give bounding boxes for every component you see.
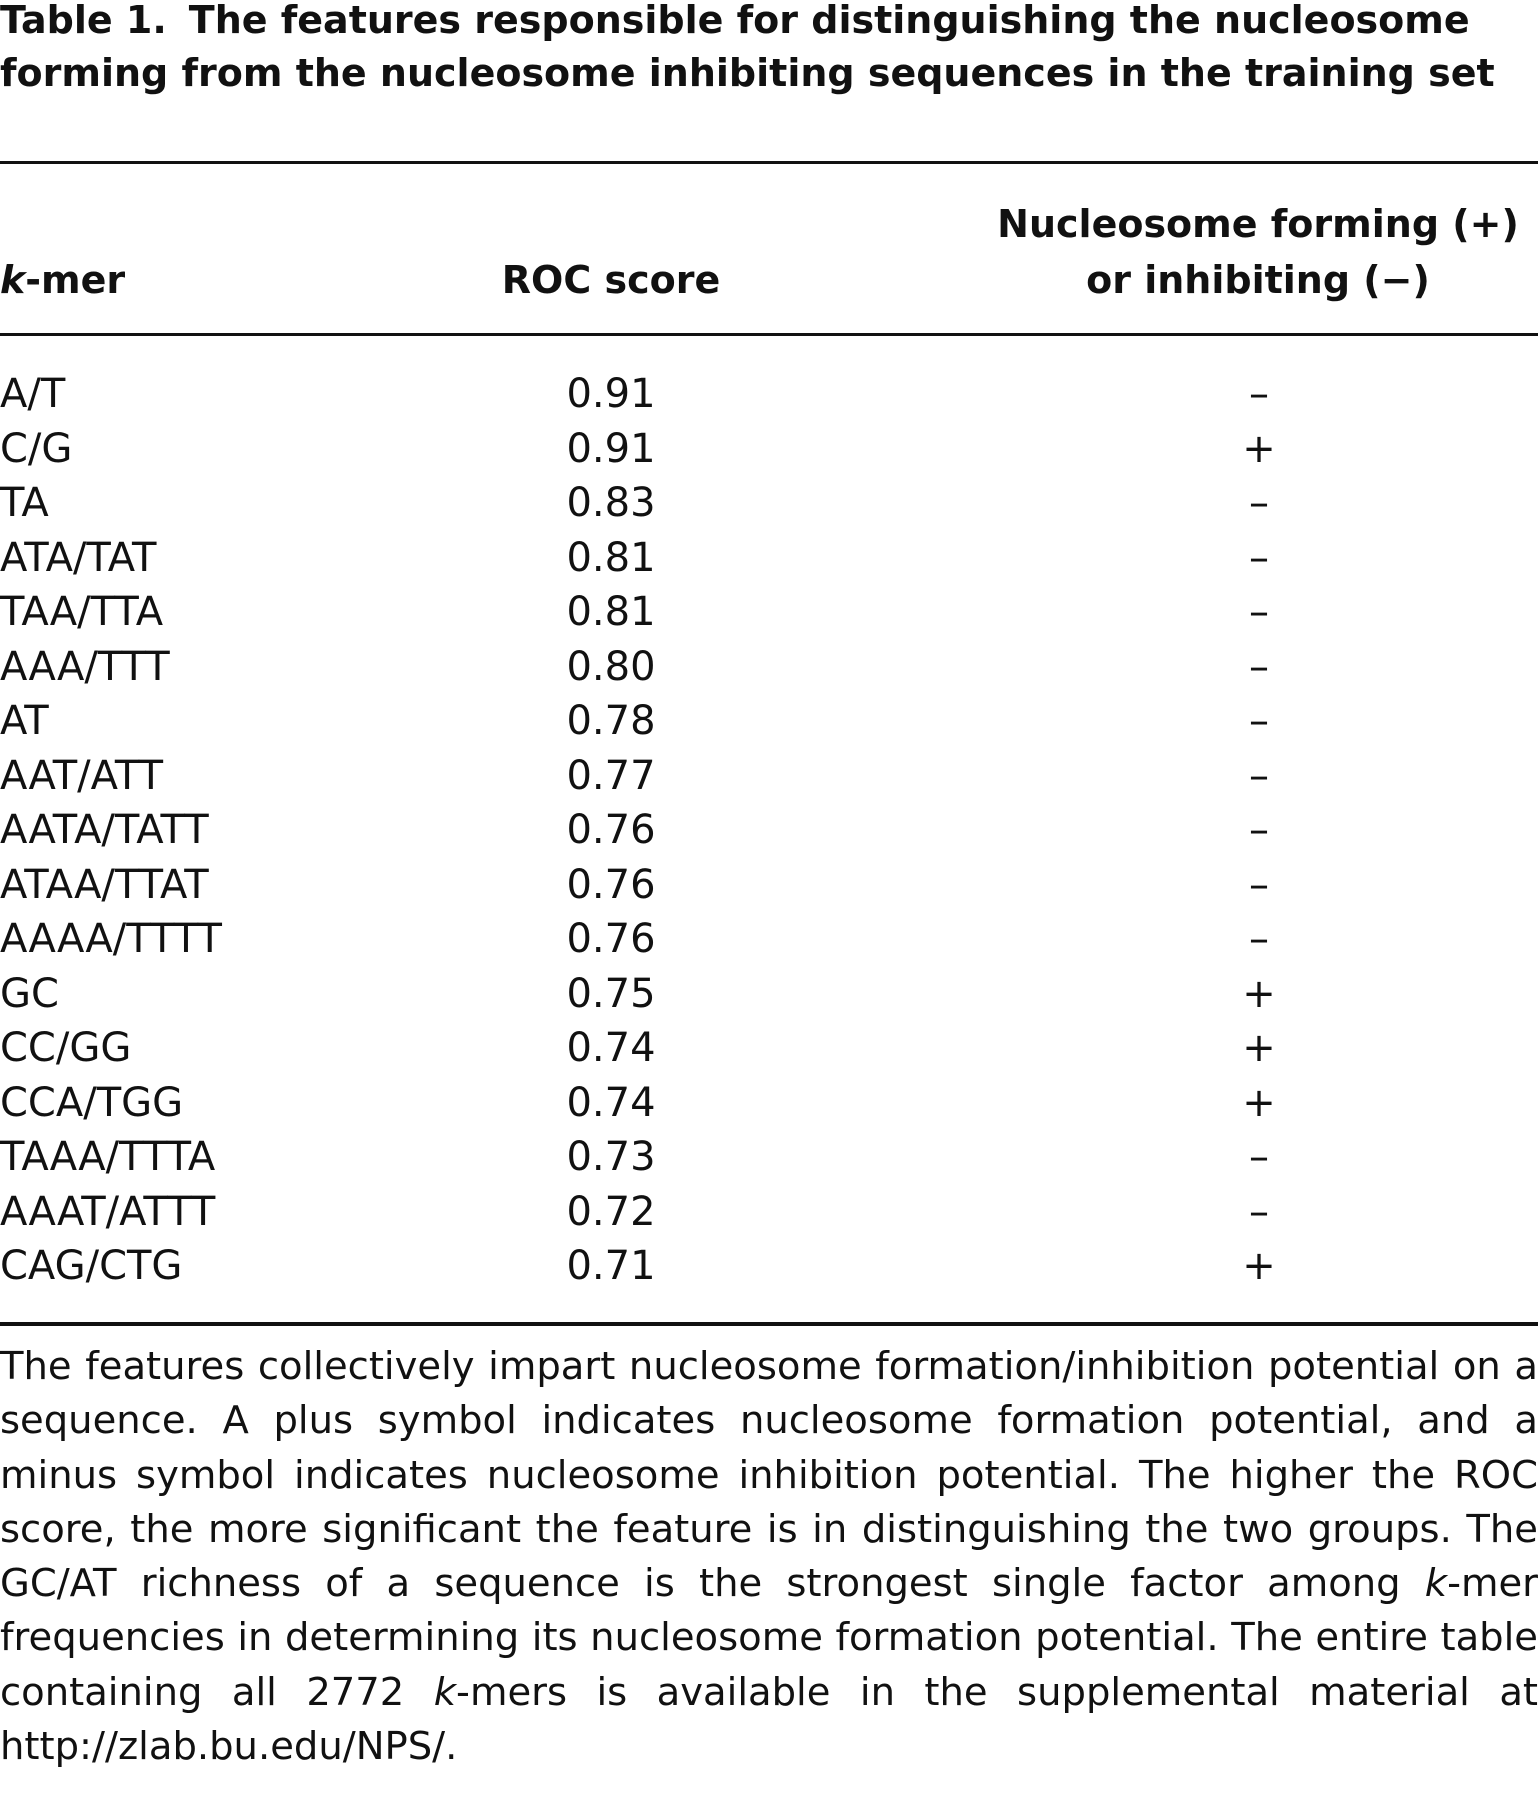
italic-k: k: [0, 258, 26, 302]
header-text: -mer: [25, 258, 126, 302]
table-cell: AAAA/TTTT: [0, 916, 222, 962]
table-cell: CCA/TGG: [0, 1079, 184, 1126]
header-line: or inhibiting (−): [1086, 258, 1430, 302]
table-cell: 0.73: [566, 1134, 656, 1180]
table-cell: –: [1249, 1188, 1269, 1235]
footnote-text: -mer frequencies in determining its nucl…: [0, 1561, 1538, 1715]
table-cell: 0.76: [566, 861, 656, 908]
table-row: AAA/TTT 0.80 –: [0, 640, 1538, 695]
table-row: A/T 0.91 –: [0, 367, 1538, 422]
column-header: ROC score: [501, 258, 721, 302]
table-body: A/T 0.91– C/G 0.91 + TA 0.83– ATA/TAT 0.81– TAA/T…: [0, 367, 1538, 1294]
column-header: k-mer: [0, 252, 125, 308]
table-cell: AATA/TATT: [0, 807, 209, 853]
table-cell: –: [1249, 534, 1269, 581]
table-cell: TA: [0, 480, 49, 526]
table-cell: C/G: [0, 425, 73, 472]
table-cell: 0.74: [566, 1079, 656, 1126]
table-cell: +: [1242, 1079, 1276, 1126]
table-cell: TAA/TTA: [0, 589, 164, 635]
table-cell: 0.83: [566, 480, 656, 526]
table-cell: –: [1249, 861, 1269, 908]
table-cell: 0.77: [566, 752, 656, 799]
table-row: CC/GG 0.74 +: [0, 1021, 1538, 1076]
footnote-text: k: [433, 1669, 457, 1715]
table-row: AAT/ATT 0.77 –: [0, 749, 1538, 804]
table-row: TA 0.83 –: [0, 476, 1538, 531]
table-cell: A/T: [0, 371, 66, 417]
table-row: TAAA/TTTA 0.73 –: [0, 1130, 1538, 1185]
table-row: TAA/TTA 0.81 –: [0, 585, 1538, 640]
table-cell: 0.75: [566, 970, 656, 1017]
table-cell: CC/GG: [0, 1025, 132, 1071]
table-cell: 0.91: [566, 425, 656, 472]
table-cell: 0.76: [566, 916, 656, 962]
bottom-rule: [0, 1322, 1538, 1326]
table-cell: AAT/ATT: [0, 752, 164, 799]
top-rule: [0, 161, 1538, 164]
table-footnote: The features collectively impart nucleos…: [0, 1340, 1538, 1774]
table-cell: AAA/TTT: [0, 643, 170, 690]
header-rule: [0, 333, 1538, 336]
table-cell: 0.76: [566, 807, 656, 853]
table-cell: –: [1249, 643, 1269, 690]
table-label: Table 1.: [0, 0, 167, 42]
table-cell: 0.80: [566, 643, 656, 690]
table-cell: GC: [0, 970, 59, 1017]
table-cell: 0.91: [566, 371, 656, 417]
table-cell: ATA/TAT: [0, 534, 157, 581]
table-cell: –: [1249, 752, 1269, 799]
table-cell: AAAT/ATTT: [0, 1188, 216, 1235]
title-text: The features responsible for distinguish…: [0, 0, 1495, 95]
table-row: ATAA/TTAT 0.76 –: [0, 858, 1538, 913]
table-cell: 0.72: [566, 1188, 656, 1235]
table-title: Table 1. The features responsible for dis…: [0, 0, 1538, 100]
table-cell: –: [1249, 1134, 1269, 1180]
table-row: CCA/TGG 0.74 +: [0, 1076, 1538, 1131]
table-row: GC 0.75 +: [0, 967, 1538, 1022]
table-row: AAAT/ATTT 0.72 –: [0, 1185, 1538, 1240]
table-row: C/G 0.91 +: [0, 422, 1538, 477]
table-cell: –: [1249, 698, 1269, 744]
table-row: AATA/TATT 0.76 –: [0, 803, 1538, 858]
table-cell: 0.74: [566, 1025, 656, 1071]
table-cell: –: [1249, 807, 1269, 853]
table-cell: –: [1249, 916, 1269, 962]
table-cell: +: [1242, 425, 1276, 472]
table-cell: +: [1242, 970, 1276, 1017]
table-row: CAG/CTG 0.71 +: [0, 1239, 1538, 1294]
table-cell: +: [1242, 1025, 1276, 1071]
table-row: AT 0.78 –: [0, 694, 1538, 749]
table-cell: 0.71: [566, 1243, 656, 1289]
table-cell: TAAA/TTTA: [0, 1134, 216, 1180]
table-row: AAAA/TTTT 0.76 –: [0, 912, 1538, 967]
table-cell: –: [1249, 480, 1269, 526]
table-cell: 0.81: [566, 589, 656, 635]
table-cell: +: [1242, 1243, 1276, 1289]
column-header: Nucleosome forming (+) or inhibiting (−): [978, 196, 1538, 308]
table-cell: 0.78: [566, 698, 656, 744]
table-cell: CAG/CTG: [0, 1243, 183, 1289]
footnote-text: -mers is available in the supplemental m…: [0, 1669, 1538, 1770]
table-cell: AT: [0, 698, 49, 744]
header-line: Nucleosome forming (+): [997, 202, 1519, 246]
table-row: ATA/TAT 0.81 –: [0, 531, 1538, 586]
table-cell: 0.81: [566, 534, 656, 581]
table-cell: ATAA/TTAT: [0, 861, 209, 908]
footnote-text: The features collectively impart nucleos…: [0, 1344, 1538, 1607]
footnote-text: k: [1424, 1561, 1448, 1607]
table-cell: –: [1249, 371, 1269, 417]
table-cell: –: [1249, 589, 1269, 635]
